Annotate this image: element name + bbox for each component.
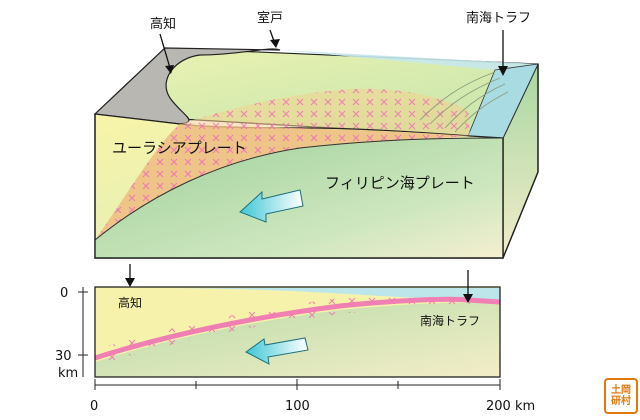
stamp-line-1: 土岡: [611, 385, 631, 396]
trough-lines: [419, 71, 509, 133]
label-kochi: 高知: [150, 16, 176, 32]
publisher-stamp: 土岡 研村: [604, 378, 638, 414]
depth-tick-label-30: 30: [55, 349, 72, 364]
section-motion-arrow: [245, 337, 309, 365]
plate-motion-arrow: [239, 189, 304, 223]
section-label-kochi: 高知: [118, 295, 142, 310]
block-outline: [94, 64, 539, 259]
section-ocean: [160, 288, 500, 302]
arrowhead-kochi: [165, 65, 174, 74]
block-diagram: 高知 室戸 南海トラフ ユーラシアプレート フィリピン海プレート: [93, 10, 539, 259]
section-frame: [94, 286, 501, 378]
seismic-zone-front-marks: [95, 124, 470, 240]
landmass-shikoku: [93, 47, 281, 125]
arrowhead-trough: [498, 66, 508, 76]
depth-unit-label: km: [58, 366, 78, 381]
label-philippine-plate: フィリピン海プレート: [325, 174, 475, 192]
plate-boundary-line: [94, 137, 504, 241]
section-slab-marks: [95, 291, 470, 366]
distance-tick-label-0: 0: [90, 399, 98, 414]
pointer-arrows-section: [129, 264, 469, 296]
section-label-nankai-trough: 南海トラフ: [420, 313, 480, 328]
cross-section: 高知 南海トラフ 0 30 km 0 100 200 km: [55, 264, 535, 414]
label-muroto: 室戸: [257, 10, 283, 26]
distance-tick-label-200: 200 km: [486, 399, 535, 414]
distance-tick-label-100: 100: [285, 399, 310, 414]
label-nankai-trough: 南海トラフ: [466, 10, 531, 26]
depth-tick-label-0: 0: [60, 286, 68, 301]
seismic-zone-top-marks: [180, 88, 470, 136]
arrowhead-muroto: [270, 39, 280, 48]
arrowhead-section-kochi: [125, 278, 135, 287]
stamp-line-2: 研村: [611, 396, 631, 407]
arrowhead-section-trough: [463, 294, 473, 303]
label-eurasian-plate: ユーラシアプレート: [112, 139, 247, 157]
